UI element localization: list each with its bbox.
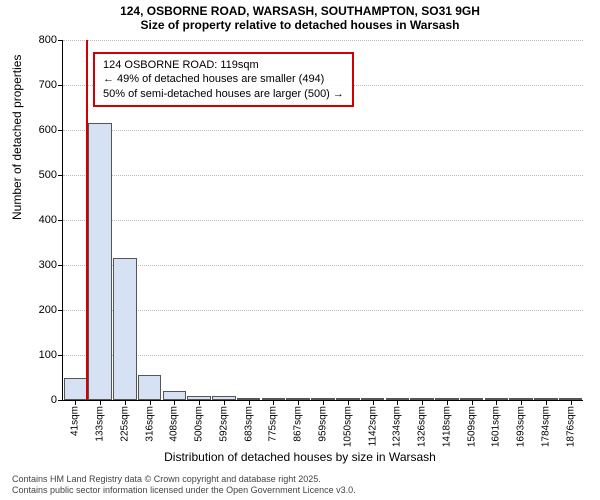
xtick-mark	[373, 400, 374, 405]
xtick-mark	[472, 400, 473, 405]
xtick-mark	[199, 400, 200, 405]
annotation-line3: 50% of semi-detached houses are larger (…	[103, 87, 344, 101]
ytick-label: 0	[51, 394, 57, 406]
footer-line1: Contains HM Land Registry data © Crown c…	[12, 474, 356, 485]
xtick-mark	[422, 400, 423, 405]
ytick-mark	[58, 130, 63, 131]
xtick-mark	[546, 400, 547, 405]
xtick-mark	[397, 400, 398, 405]
title-line1: 124, OSBORNE ROAD, WARSASH, SOUTHAMPTON,…	[0, 4, 600, 18]
ytick-mark	[58, 310, 63, 311]
chart-plot-area: 010020030040050060070080041sqm133sqm225s…	[62, 40, 583, 401]
chart-container: 124, OSBORNE ROAD, WARSASH, SOUTHAMPTON,…	[0, 0, 600, 500]
gridline	[63, 355, 583, 356]
xtick-mark	[150, 400, 151, 405]
xtick-mark	[496, 400, 497, 405]
xtick-label: 1876sqm	[565, 406, 576, 447]
marker-line	[86, 40, 88, 400]
xtick-label: 1418sqm	[441, 406, 452, 447]
ytick-mark	[58, 175, 63, 176]
ytick-mark	[58, 400, 63, 401]
gridline	[63, 310, 583, 311]
gridline	[63, 265, 583, 266]
xtick-label: 683sqm	[243, 406, 254, 442]
xtick-label: 41sqm	[70, 406, 81, 436]
ytick-label: 700	[39, 79, 57, 91]
xtick-mark	[447, 400, 448, 405]
xtick-label: 1601sqm	[491, 406, 502, 447]
title-line2: Size of property relative to detached ho…	[0, 18, 600, 32]
xtick-mark	[100, 400, 101, 405]
xtick-mark	[521, 400, 522, 405]
gridline	[63, 220, 583, 221]
ytick-mark	[58, 220, 63, 221]
xtick-mark	[348, 400, 349, 405]
ytick-mark	[58, 265, 63, 266]
gridline	[63, 130, 583, 131]
xtick-mark	[249, 400, 250, 405]
xtick-label: 1234sqm	[392, 406, 403, 447]
xtick-label: 1693sqm	[516, 406, 527, 447]
title-block: 124, OSBORNE ROAD, WARSASH, SOUTHAMPTON,…	[0, 0, 600, 32]
xtick-label: 592sqm	[218, 406, 229, 442]
xtick-label: 1784sqm	[540, 406, 551, 447]
xtick-mark	[75, 400, 76, 405]
histogram-bar	[88, 123, 112, 400]
x-axis-label: Distribution of detached houses by size …	[0, 450, 600, 464]
xtick-label: 1142sqm	[367, 406, 378, 446]
y-axis-label: Number of detached properties	[10, 55, 24, 220]
xtick-mark	[224, 400, 225, 405]
footer: Contains HM Land Registry data © Crown c…	[12, 474, 356, 496]
ytick-mark	[58, 40, 63, 41]
xtick-label: 775sqm	[268, 406, 279, 442]
xtick-mark	[571, 400, 572, 405]
ytick-label: 500	[39, 169, 57, 181]
xtick-mark	[323, 400, 324, 405]
xtick-mark	[298, 400, 299, 405]
ytick-label: 200	[39, 304, 57, 316]
histogram-bar	[163, 391, 187, 400]
xtick-label: 867sqm	[293, 406, 304, 442]
xtick-mark	[174, 400, 175, 405]
xtick-label: 408sqm	[169, 406, 180, 442]
ytick-mark	[58, 355, 63, 356]
xtick-label: 959sqm	[318, 406, 329, 442]
histogram-bar	[64, 378, 88, 400]
xtick-mark	[273, 400, 274, 405]
gridline	[63, 40, 583, 41]
xtick-label: 1509sqm	[466, 406, 477, 447]
annotation-line2: ← 49% of detached houses are smaller (49…	[103, 72, 344, 86]
xtick-label: 500sqm	[194, 406, 205, 442]
xtick-label: 133sqm	[95, 406, 106, 442]
histogram-bar	[138, 375, 162, 400]
xtick-label: 1050sqm	[342, 406, 353, 447]
xtick-mark	[125, 400, 126, 405]
xtick-label: 1326sqm	[417, 406, 428, 447]
ytick-label: 800	[39, 34, 57, 46]
ytick-label: 600	[39, 124, 57, 136]
ytick-label: 400	[39, 214, 57, 226]
annotation-line1: 124 OSBORNE ROAD: 119sqm	[103, 58, 344, 72]
ytick-mark	[58, 85, 63, 86]
ytick-label: 300	[39, 259, 57, 271]
footer-line2: Contains public sector information licen…	[12, 485, 356, 496]
ytick-label: 100	[39, 349, 57, 361]
histogram-bar	[113, 258, 137, 400]
annotation-box: 124 OSBORNE ROAD: 119sqm ← 49% of detach…	[93, 52, 354, 107]
xtick-label: 225sqm	[119, 406, 130, 442]
gridline	[63, 175, 583, 176]
xtick-label: 316sqm	[144, 406, 155, 442]
